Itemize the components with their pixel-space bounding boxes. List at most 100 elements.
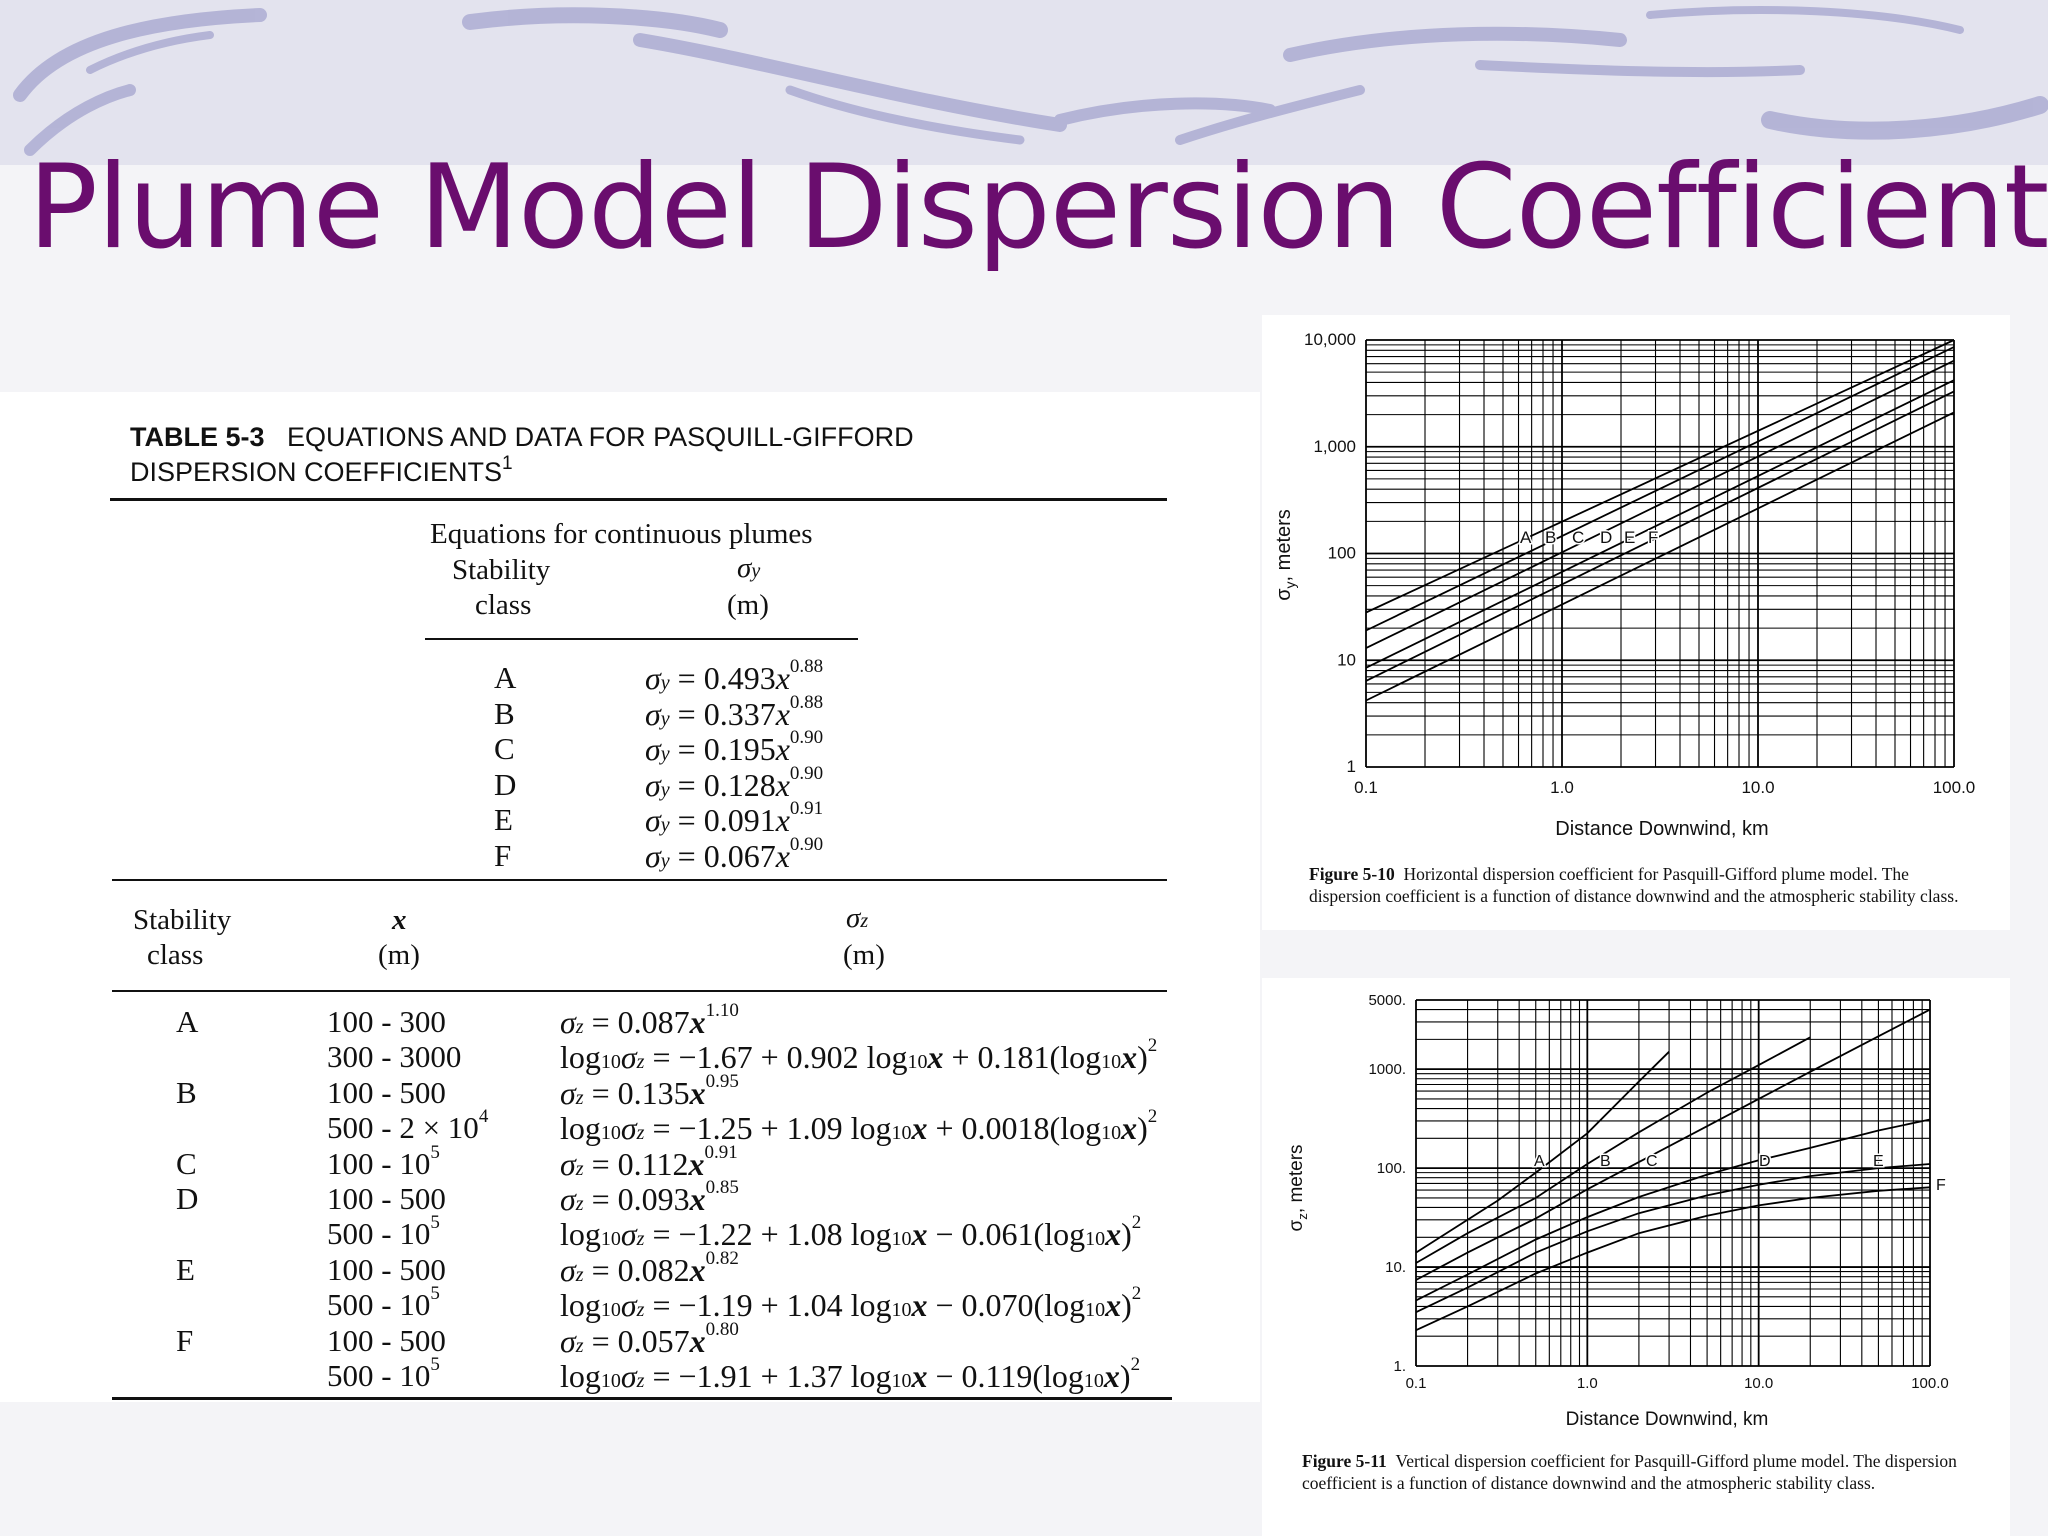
y-axis-label: σz, meters: [1286, 1144, 1310, 1231]
table-top-rule: [110, 498, 1167, 501]
series-line-a: [1415, 1051, 1670, 1254]
sy-header-rule: [425, 638, 858, 640]
x-axis-label: Distance Downwind, km: [1555, 818, 1768, 840]
x-tick-label: 1.0: [1550, 778, 1574, 797]
sz-row-equation: log10σz = −1.67 + 0.902 log10x + 0.181(l…: [560, 1035, 1158, 1076]
y-tick-label: 5000.: [1368, 992, 1406, 1009]
series-line-c: [1365, 359, 1955, 649]
x-tick-label: 100.0: [1933, 778, 1976, 797]
series-line-a: [1365, 339, 1955, 614]
curve-label-f: F: [1936, 1177, 1946, 1194]
sz-row-equation: σz = 0.082x0.82: [560, 1247, 739, 1288]
curve-label-b: B: [1600, 1153, 1611, 1170]
sz-header-unit: (m): [843, 939, 885, 971]
decorative-swooshes: [13, 6, 2048, 156]
sy-header-unit: (m): [727, 589, 769, 621]
sy-header-class-2: class: [475, 589, 532, 621]
sz-header-sub: z: [860, 910, 869, 932]
sz-row-range: 300 - 3000: [327, 1039, 462, 1075]
y-tick-label: 1000.: [1368, 1061, 1406, 1078]
sz-row-range: 500 - 105: [327, 1283, 440, 1323]
sz-row-range: 500 - 105: [327, 1212, 440, 1252]
sy-row-equation: σy = 0.091x0.91: [645, 798, 824, 838]
sz-row-class: B: [176, 1074, 197, 1110]
fig2-caption-label: Figure 5-11: [1302, 1451, 1387, 1471]
series-line-d: [1365, 379, 1955, 669]
title-banner: [0, 0, 2048, 165]
sz-row-range: 100 - 105: [327, 1141, 440, 1181]
y-tick-label: 10,000: [1304, 330, 1356, 349]
chart-grid: [1365, 339, 1955, 768]
x-tick-label: 10.0: [1744, 1375, 1773, 1392]
sz-row-equation: log10σz = −1.91 + 1.37 log10x − 0.119(lo…: [560, 1354, 1141, 1394]
series-line-e: [1415, 1163, 1931, 1314]
curve-label-e: E: [1873, 1153, 1884, 1170]
chart-series: [1365, 339, 1955, 702]
sz-row-class: F: [176, 1322, 194, 1358]
sy-row-class: D: [494, 766, 517, 802]
sy-header-symbol: σy: [737, 552, 760, 585]
sz-row-range: 100 - 300: [327, 1004, 446, 1039]
fig1-caption-text: Horizontal dispersion coefficient for Pa…: [1309, 864, 1959, 906]
y-tick-label: 1,000: [1313, 437, 1356, 456]
y-axis-label: σy, meters: [1273, 509, 1298, 601]
chart-grid: [1415, 999, 1931, 1367]
table-caption-text: EQUATIONS AND DATA FOR PASQUILL-GIFFORD: [287, 422, 914, 452]
sz-row-range: 100 - 500: [327, 1322, 446, 1358]
curve-label-d: D: [1600, 528, 1612, 547]
sz-header-sigma: σ: [846, 902, 861, 934]
series-line-e: [1365, 390, 1955, 682]
sz-row-class: C: [176, 1145, 197, 1181]
table-caption: TABLE 5-3 EQUATIONS AND DATA FOR PASQUIL…: [130, 422, 914, 453]
sy-row-class: B: [494, 695, 515, 731]
sz-header-x: x: [392, 904, 407, 936]
curve-label-e: E: [1624, 528, 1635, 547]
sz-row-class: A: [176, 1004, 199, 1039]
y-tick-label: 10.: [1385, 1259, 1406, 1276]
fig2-caption-text: Vertical dispersion coefficient for Pasq…: [1302, 1451, 1957, 1493]
sz-row-range: 100 - 500: [327, 1074, 446, 1110]
table-caption-line2-text: DISPERSION COEFFICIENTS: [130, 457, 503, 487]
curve-label-f: F: [1648, 528, 1658, 547]
table-panel: TABLE 5-3 EQUATIONS AND DATA FOR PASQUIL…: [0, 392, 1260, 1402]
section-title: Equations for continuous plumes: [430, 518, 813, 550]
series-line-f: [1415, 1186, 1931, 1332]
table-footnote-mark: 1: [502, 453, 513, 474]
y-tick-label: 100: [1328, 544, 1356, 563]
y-tick-label: 1: [1347, 757, 1356, 776]
sz-row-equation: log10σz = −1.25 + 1.09 log10x + 0.0018(l…: [560, 1106, 1158, 1147]
sz-header-class-2: class: [147, 939, 204, 971]
curve-label-b: B: [1545, 528, 1556, 547]
sz-row-range: 500 - 105: [327, 1354, 440, 1393]
sy-header-class-1: Stability: [452, 554, 551, 586]
sy-row-class: C: [494, 731, 515, 766]
curve-label-a: A: [1520, 528, 1532, 547]
sy-row-equation: σy = 0.493x0.88: [645, 656, 824, 696]
x-tick-label: 0.1: [1354, 778, 1378, 797]
sz-row-equation: σz = 0.135x0.95: [560, 1070, 739, 1111]
sy-row-class: A: [494, 660, 517, 695]
sz-row-class: E: [176, 1251, 195, 1287]
sz-header-symbol: σz: [846, 902, 868, 935]
series-line-c: [1415, 1008, 1931, 1281]
x-axis-label: Distance Downwind, km: [1566, 1409, 1769, 1430]
sigma-y-chart: 1 10 100 1,000 10,000 0.1 1.0 10.0 100.0 Distance…: [1273, 330, 1976, 840]
sy-row-equation: σy = 0.195x0.90: [645, 727, 824, 767]
series-line-d: [1415, 1118, 1931, 1302]
sy-header-sigma: σ: [737, 552, 752, 584]
fig1-caption: Figure 5-10 Horizontal dispersion coeffi…: [1309, 863, 1959, 907]
y-tick-label: 100.: [1377, 1160, 1406, 1177]
sz-row-range: 500 - 2 × 104: [327, 1106, 489, 1146]
y-tick-label: 1.: [1393, 1358, 1406, 1375]
chart-series: [1415, 1008, 1931, 1332]
series-line-b: [1415, 1036, 1811, 1264]
sy-row-equation: σy = 0.067x0.90: [645, 833, 824, 874]
fig1-caption-label: Figure 5-10: [1309, 864, 1395, 884]
sz-row-class: D: [176, 1181, 199, 1216]
sz-header-x-unit: (m): [378, 939, 420, 971]
series-line-f: [1365, 411, 1955, 702]
y-tick-label: 10: [1337, 650, 1356, 669]
x-tick-label: 100.0: [1911, 1375, 1949, 1392]
sz-row-equation: σz = 0.093x0.85: [560, 1177, 739, 1217]
sz-row-equation: σz = 0.087x1.10: [560, 1000, 739, 1040]
